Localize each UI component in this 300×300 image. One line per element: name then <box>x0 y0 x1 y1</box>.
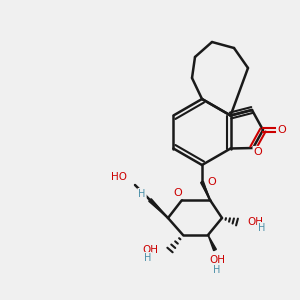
Text: H: H <box>138 189 146 199</box>
Text: H: H <box>213 265 221 275</box>
Text: H: H <box>144 253 152 263</box>
Polygon shape <box>149 199 168 218</box>
Text: H: H <box>258 223 266 233</box>
Text: OH: OH <box>209 255 225 265</box>
Text: OH: OH <box>247 217 263 227</box>
Polygon shape <box>208 235 216 250</box>
Polygon shape <box>201 182 210 200</box>
Text: OH: OH <box>142 245 158 255</box>
Text: O: O <box>174 188 182 198</box>
Text: O: O <box>254 147 262 157</box>
Text: HO: HO <box>111 172 127 182</box>
Text: O: O <box>208 177 216 187</box>
Text: O: O <box>278 125 286 135</box>
